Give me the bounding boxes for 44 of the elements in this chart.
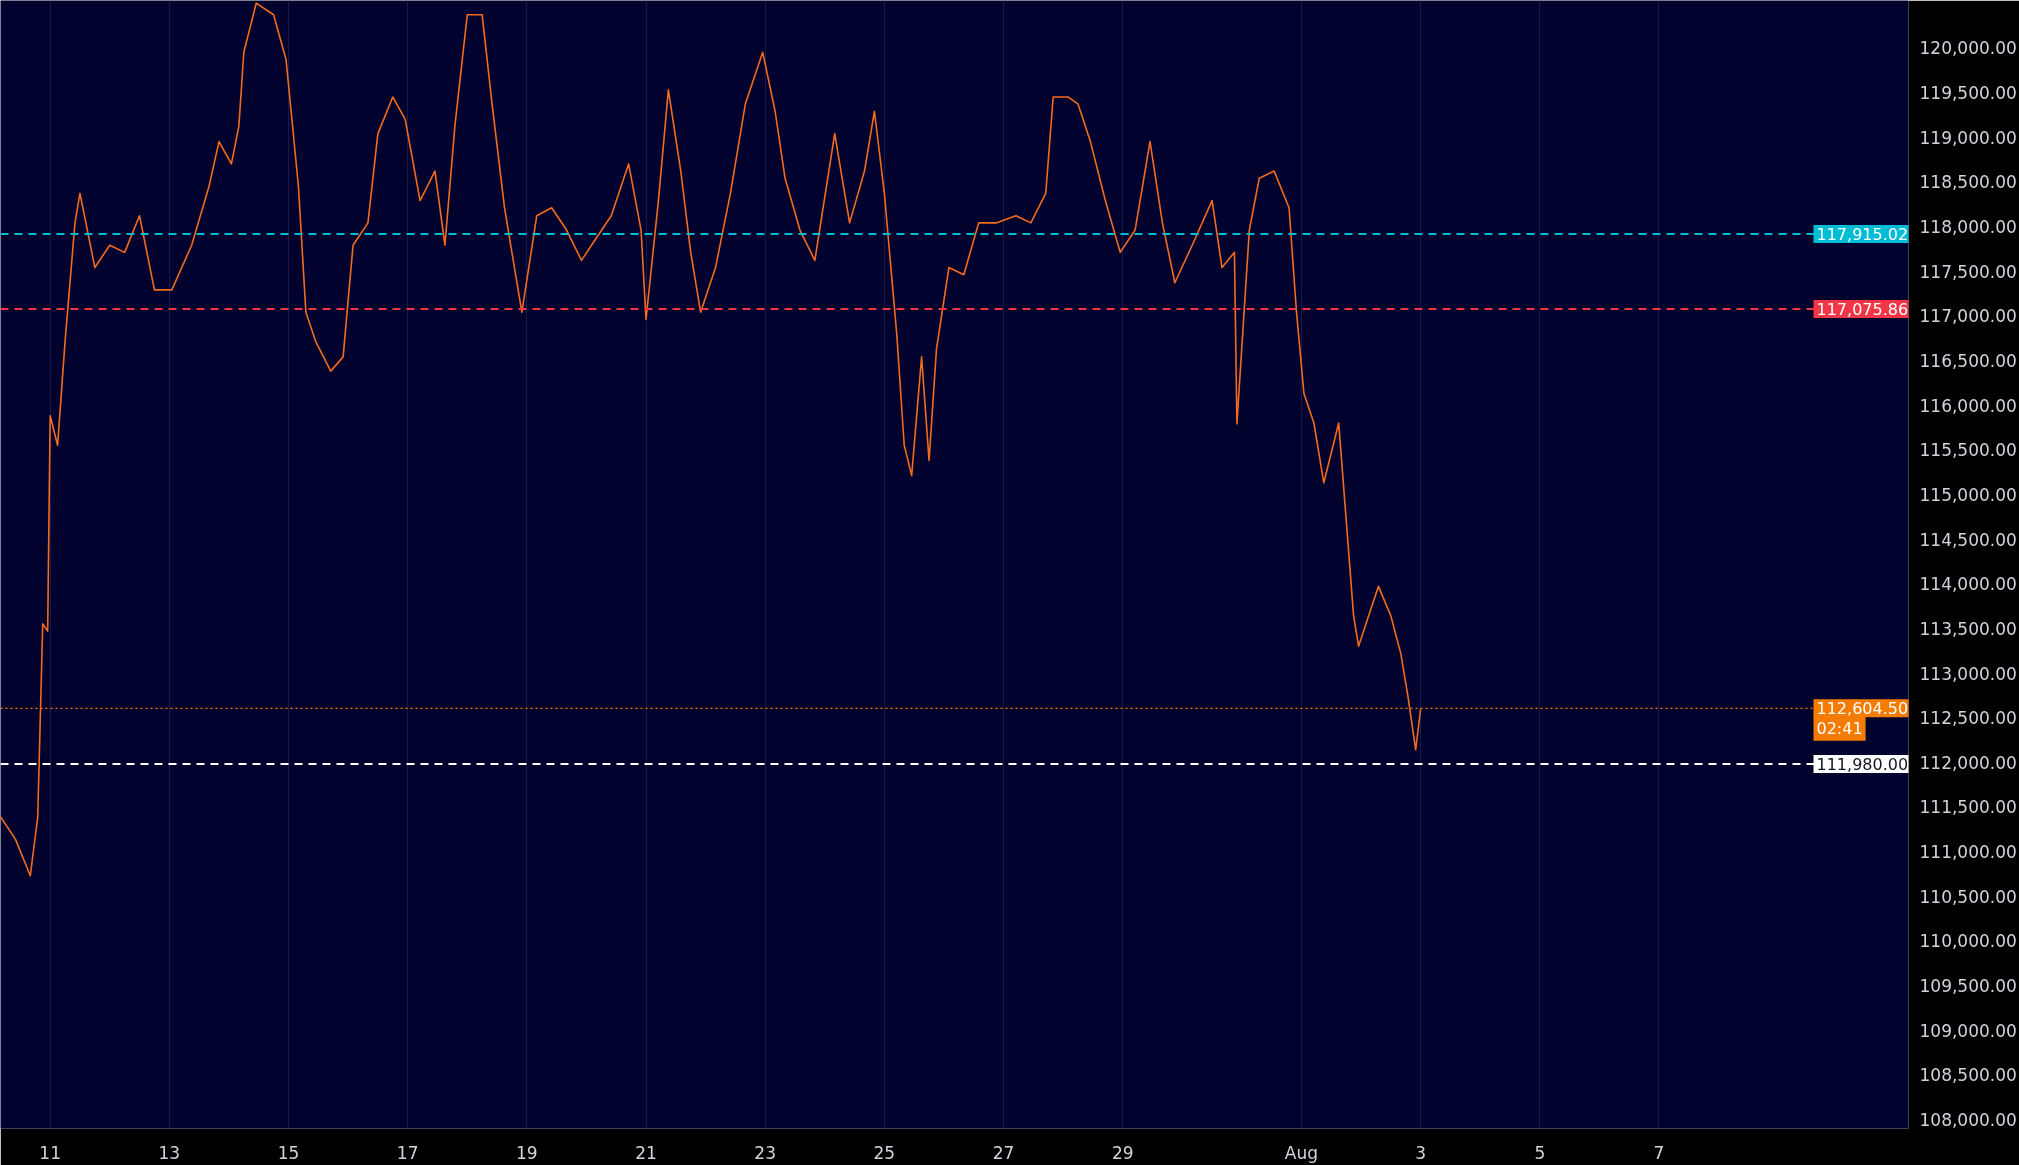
- y-tick-label: 108,000.00: [1919, 1110, 2017, 1131]
- y-tick-label: 115,000.00: [1919, 484, 2017, 505]
- x-tick-label: 17: [396, 1142, 419, 1163]
- x-tick-label: 15: [277, 1142, 300, 1163]
- y-tick-label: 112,000.00: [1919, 752, 2017, 773]
- y-tick-label: 113,500.00: [1919, 618, 2017, 639]
- ref-line-label: 117,915.02: [1816, 225, 1909, 245]
- x-tick-label: 13: [158, 1142, 181, 1163]
- y-tick-label: 108,500.00: [1919, 1065, 2017, 1086]
- y-tick-label: 114,500.00: [1919, 529, 2017, 550]
- x-tick-label: 7: [1653, 1142, 1665, 1163]
- y-tick-label: 118,500.00: [1919, 172, 2017, 193]
- ref-line-label: 112,604.50: [1816, 699, 1909, 719]
- y-tick-label: 117,500.00: [1919, 261, 2017, 282]
- y-tick-label: 112,500.00: [1919, 708, 2017, 729]
- x-tick-label: 25: [873, 1142, 896, 1163]
- y-tick-label: 117,000.00: [1919, 306, 2017, 327]
- x-tick-label: 3: [1415, 1142, 1427, 1163]
- y-tick-label: 114,000.00: [1919, 574, 2017, 595]
- y-tick-label: 119,500.00: [1919, 82, 2017, 103]
- y-tick-label: 110,500.00: [1919, 886, 2017, 907]
- y-tick-label: 109,000.00: [1919, 1020, 2017, 1041]
- annotation: 02:41: [1816, 718, 1863, 738]
- y-tick-label: 113,000.00: [1919, 663, 2017, 684]
- ref-line-label: 117,075.86: [1816, 299, 1909, 319]
- x-tick-label: 11: [39, 1142, 61, 1163]
- x-tick-label: 21: [635, 1142, 657, 1163]
- x-tick-label: 5: [1534, 1142, 1546, 1163]
- y-tick-label: 119,000.00: [1919, 127, 2017, 148]
- y-tick-label: 120,000.00: [1919, 38, 2017, 59]
- ref-line-label: 111,980.00: [1816, 755, 1909, 775]
- y-tick-label: 118,000.00: [1919, 216, 2017, 237]
- x-tick-label: 19: [516, 1142, 538, 1163]
- y-tick-label: 115,500.00: [1919, 440, 2017, 461]
- y-tick-label: 116,000.00: [1919, 395, 2017, 416]
- y-tick-label: 111,500.00: [1919, 797, 2017, 818]
- y-tick-label: 110,000.00: [1919, 931, 2017, 952]
- y-tick-label: 116,500.00: [1919, 350, 2017, 371]
- x-tick-label: 23: [754, 1142, 777, 1163]
- x-tick-label: 27: [992, 1142, 1015, 1163]
- y-tick-label: 109,500.00: [1919, 976, 2017, 997]
- x-tick-label: Aug: [1284, 1142, 1319, 1163]
- x-tick-label: 29: [1111, 1142, 1134, 1163]
- y-tick-label: 111,000.00: [1919, 842, 2017, 863]
